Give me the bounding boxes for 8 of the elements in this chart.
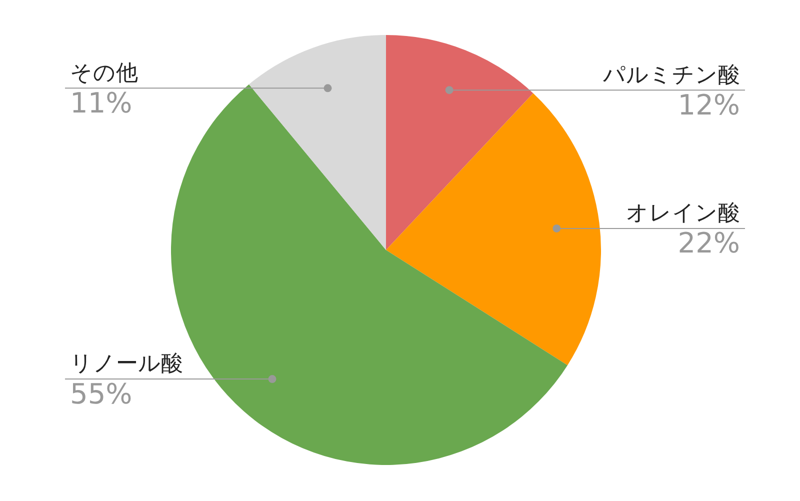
slice-label: その他 xyxy=(70,60,138,86)
slice-label: パルミチン酸 xyxy=(602,62,740,88)
data-label: 55% xyxy=(70,377,132,410)
data-label: 11% xyxy=(70,86,132,120)
slice-label: オレイン酸 xyxy=(626,201,740,226)
data-label: 12% xyxy=(678,88,740,122)
slice-label: リノール酸 xyxy=(70,352,183,377)
data-label: 22% xyxy=(678,226,740,260)
